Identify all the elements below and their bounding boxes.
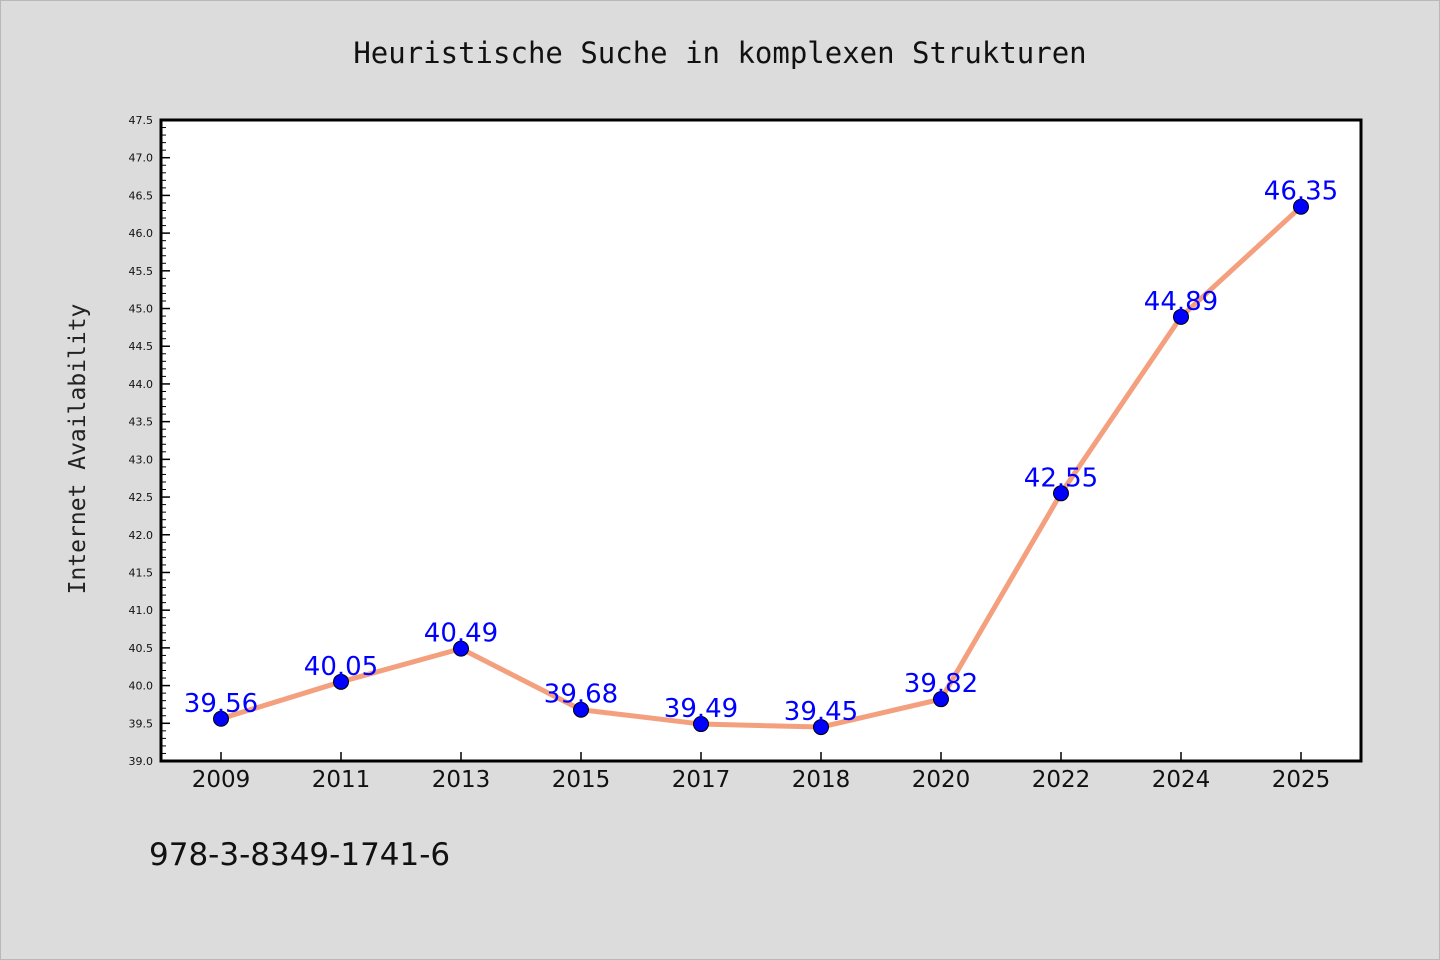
plot-area [159,118,1363,763]
x-tick-label: 2018 [792,767,851,793]
data-label: 44.89 [1144,287,1218,317]
data-point [693,716,709,733]
data-label: 40.49 [424,619,498,649]
x-tick-label: 2022 [1032,767,1091,793]
y-tick-label: 41.0 [129,604,154,617]
data-point [1173,308,1189,325]
isbn-text: 978-3-8349-1741-6 [149,837,450,873]
y-tick-label: 40.0 [129,680,154,693]
data-point [813,719,829,736]
y-tick-label: 44.5 [129,340,154,353]
x-tick-label: 2011 [312,767,371,793]
data-label: 40.05 [304,652,378,682]
data-label: 39.68 [544,680,618,710]
y-tick-label: 40.5 [129,642,154,655]
y-tick-label: 44.0 [129,378,154,391]
data-point [933,691,949,708]
x-tick-label: 2025 [1272,767,1331,793]
data-label: 39.82 [904,669,978,699]
y-tick-label: 42.5 [129,491,154,504]
data-points [213,198,1309,736]
y-axis-label: Internet Availability [65,304,91,595]
data-point [333,673,349,690]
y-tick-label: 43.5 [129,416,154,429]
x-tick-label: 2017 [672,767,731,793]
x-axis: 2009 2011 2013 2015 2017 2018 2020 2022 2024 2025 [192,752,1331,793]
data-point [213,710,229,727]
y-tick-label: 45.0 [129,303,154,316]
data-point [1053,485,1069,502]
x-tick-label: 2009 [192,767,251,793]
y-tick-label: 41.5 [129,566,154,579]
y-tick-label: 39.0 [129,755,154,768]
data-label: 42.55 [1024,463,1098,493]
y-tick-label: 47.0 [129,152,154,165]
data-point [1293,198,1309,215]
data-point [453,640,469,657]
data-label: 39.45 [784,697,858,727]
x-tick-label: 2024 [1152,767,1211,793]
y-tick-label: 45.5 [129,265,154,278]
data-point [573,701,589,718]
data-labels: 39.56 40.05 40.49 39.68 39.49 39.45 39.82 42.55… [184,177,1338,727]
x-tick-label: 2020 [912,767,971,793]
y-tick-label: 43.0 [129,453,154,466]
x-tick-label: 2015 [552,767,611,793]
data-label: 46.35 [1264,177,1338,207]
series-line [218,204,1304,730]
data-label: 39.49 [664,694,738,724]
y-axis: 39.0 39.5 40.0 40.5 41.0 41.5 42.0 42.5 43.0 43.5… [129,114,170,768]
y-tick-label: 47.5 [129,114,154,127]
x-tick-label: 2013 [432,767,491,793]
y-tick-label: 39.5 [129,717,154,730]
y-tick-label: 46.5 [129,189,154,202]
y-tick-label: 42.0 [129,529,154,542]
chart-title: Heuristische Suche in komplexen Struktur… [353,36,1086,70]
y-tick-label: 46.0 [129,227,154,240]
data-label: 39.56 [184,689,258,719]
